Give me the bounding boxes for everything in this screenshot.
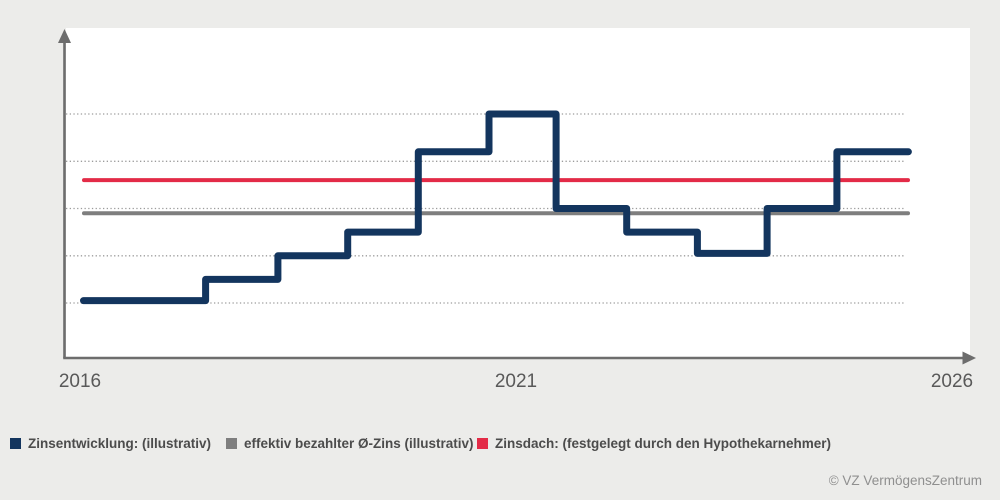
legend-label-zinsdach: Zinsdach: (festgelegt durch den Hypothek… <box>495 436 832 451</box>
legend-item-zinsdach: Zinsdach: (festgelegt durch den Hypothek… <box>477 436 831 451</box>
legend-swatch-red-icon <box>477 438 488 449</box>
legend-swatch-navy-icon <box>10 438 21 449</box>
x-tick-label-2021: 2021 <box>494 371 538 392</box>
x-axis-arrow-icon <box>962 351 976 365</box>
x-tick-label-2016: 2016 <box>58 371 102 392</box>
x-tick-label-2026: 2026 <box>930 371 974 392</box>
copyright-notice: © VZ VermögensZentrum <box>828 473 982 488</box>
legend-label-zinsentwicklung: Zinsentwicklung: (illustrativ) <box>28 436 212 451</box>
legend-item-effektiver-zins: effektiv bezahlter Ø-Zins (illustrativ) <box>226 436 474 451</box>
x-axis <box>63 351 976 365</box>
legend-item-zinsentwicklung: Zinsentwicklung: (illustrativ) <box>10 436 211 451</box>
data-series <box>80 110 912 305</box>
y-axis-arrow-icon <box>58 29 71 43</box>
y-axis <box>58 29 71 358</box>
legend-swatch-gray-icon <box>226 438 237 449</box>
legend-label-effektiver-zins: effektiv bezahlter Ø-Zins (illustrativ) <box>244 436 474 451</box>
